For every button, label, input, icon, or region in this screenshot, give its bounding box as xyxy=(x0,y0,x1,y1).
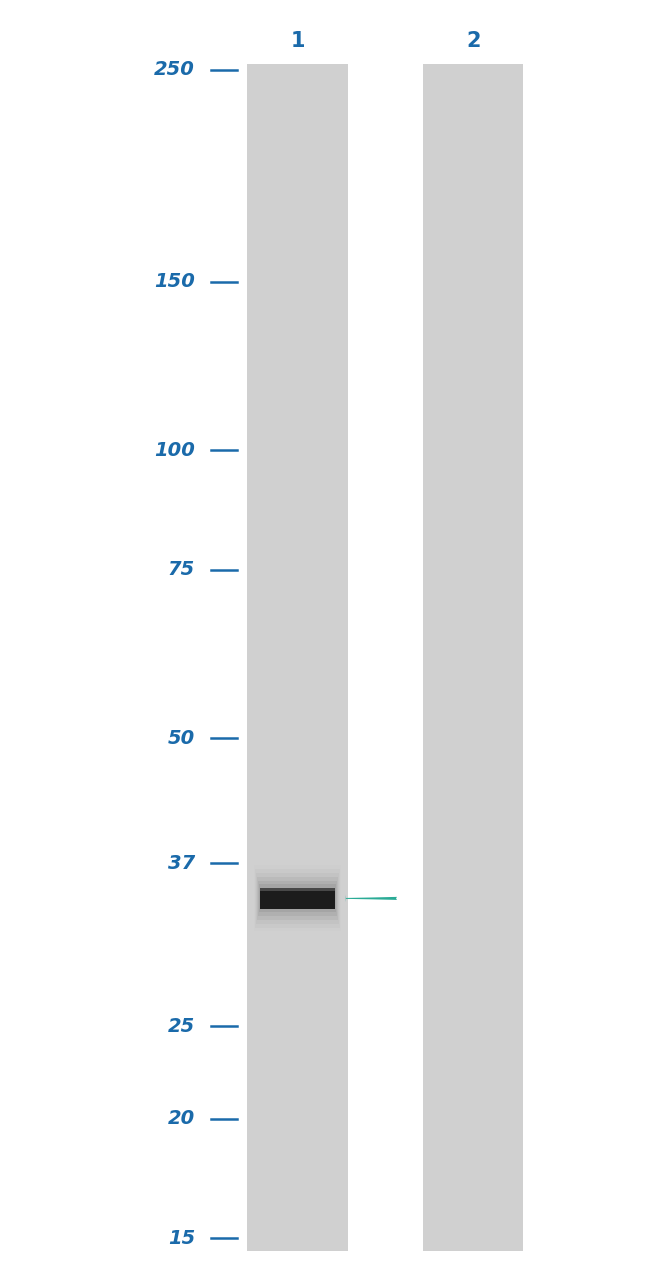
Bar xyxy=(259,880,337,916)
Bar xyxy=(257,876,338,919)
Text: 250: 250 xyxy=(154,61,195,79)
Bar xyxy=(255,869,340,927)
Text: 20: 20 xyxy=(168,1109,195,1128)
Text: 1: 1 xyxy=(291,30,305,51)
Text: 25: 25 xyxy=(168,1016,195,1035)
Bar xyxy=(260,888,335,890)
Text: 75: 75 xyxy=(168,560,195,579)
Bar xyxy=(260,888,335,908)
Text: 100: 100 xyxy=(154,441,195,460)
Bar xyxy=(259,884,336,912)
Bar xyxy=(255,865,341,931)
Text: 50: 50 xyxy=(168,729,195,748)
Text: 2: 2 xyxy=(466,30,480,51)
Text: 37: 37 xyxy=(168,853,195,872)
Text: 15: 15 xyxy=(168,1229,195,1247)
Bar xyxy=(256,872,339,923)
Text: 150: 150 xyxy=(154,273,195,292)
Bar xyxy=(247,64,348,1251)
Bar xyxy=(422,64,523,1251)
